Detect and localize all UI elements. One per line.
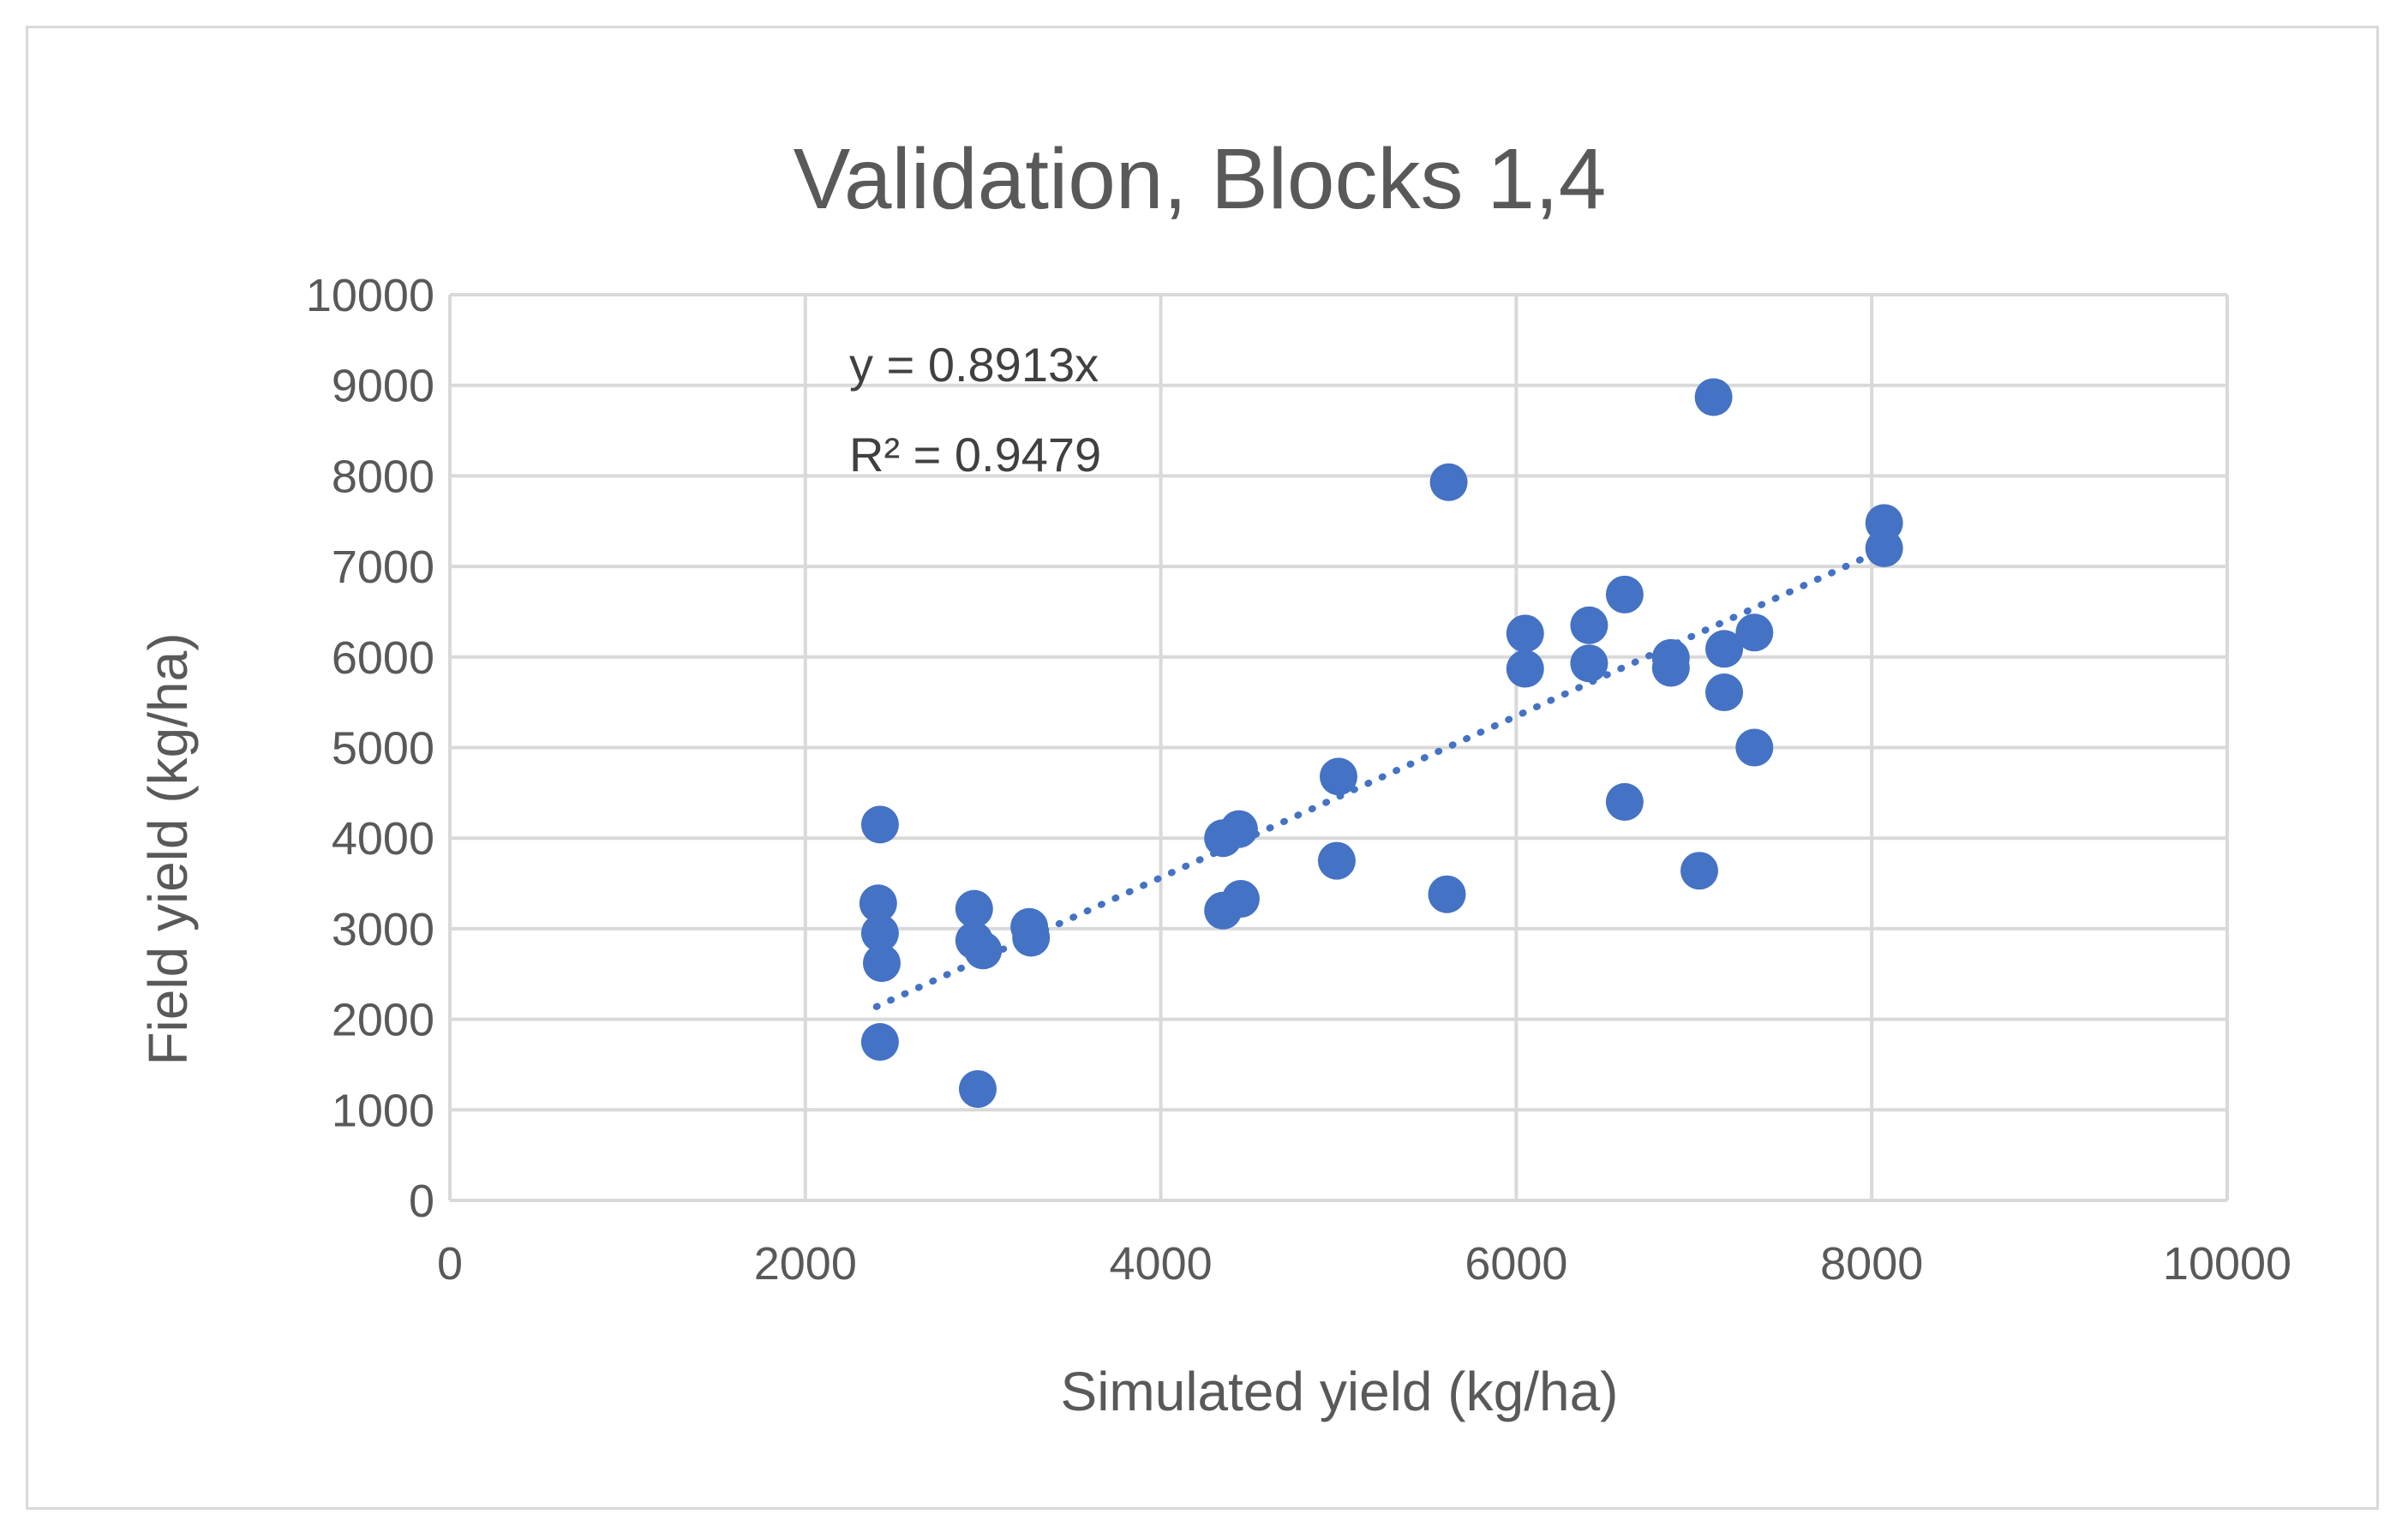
x-tick-label: 6000 [1465, 1238, 1567, 1290]
data-point [1429, 463, 1468, 501]
data-point [860, 914, 899, 953]
trendline-r-squared: R² = 0.9479 [849, 428, 1101, 482]
data-point [1651, 649, 1690, 687]
trendline-equation: y = 0.8913x [849, 338, 1099, 392]
data-points [859, 378, 1903, 1108]
data-point [1219, 810, 1258, 848]
x-tick-label: 4000 [1110, 1238, 1213, 1290]
data-point [1221, 880, 1260, 919]
x-tick-label: 10000 [2163, 1238, 2291, 1290]
y-axis-tick-labels: 0 1000 2000 3000 4000 5000 6000 7000 8000 9000 100… [306, 270, 434, 1227]
y-tick-label: 6000 [332, 632, 434, 684]
data-point [964, 931, 1003, 970]
data-point [1705, 630, 1744, 668]
data-point [1605, 575, 1644, 613]
y-tick-label: 1000 [332, 1085, 434, 1136]
data-point [1570, 606, 1608, 644]
data-point [862, 944, 901, 983]
data-point [1506, 614, 1544, 653]
data-point [1570, 644, 1608, 683]
gridlines [448, 293, 2229, 1202]
data-point [1012, 919, 1051, 957]
data-point [955, 889, 993, 928]
data-point [860, 1023, 899, 1062]
x-axis-tick-labels: 0 2000 4000 6000 8000 10000 [437, 1238, 2291, 1290]
data-point [1320, 757, 1357, 796]
chart-area: Validation, Blocks 1,4 0 1000 2000 3000 4000… [26, 26, 2379, 1510]
y-axis-title: Field yield (kg/ha) [137, 632, 199, 1065]
data-point [1317, 841, 1356, 880]
x-tick-label: 8000 [1820, 1238, 1923, 1290]
y-tick-label: 8000 [332, 451, 434, 502]
x-tick-label: 0 [437, 1238, 463, 1290]
data-point [1865, 529, 1903, 567]
scatter-chart: Validation, Blocks 1,4 0 1000 2000 3000 4000… [137, 131, 2291, 1422]
data-point [1605, 782, 1644, 821]
x-tick-label: 2000 [754, 1238, 857, 1290]
data-point [1694, 378, 1733, 416]
y-tick-label: 9000 [332, 361, 434, 412]
y-tick-label: 0 [409, 1176, 434, 1227]
x-axis-title: Simulated yield (kg/ha) [1061, 1361, 1619, 1422]
chart-title: Validation, Blocks 1,4 [794, 131, 1607, 227]
y-tick-label: 5000 [332, 723, 434, 775]
y-tick-label: 2000 [332, 995, 434, 1046]
data-point [1680, 852, 1719, 890]
y-tick-label: 4000 [332, 813, 434, 865]
y-tick-label: 10000 [306, 270, 434, 321]
y-tick-label: 7000 [332, 542, 434, 593]
y-tick-label: 3000 [332, 904, 434, 955]
data-point [1705, 673, 1744, 712]
data-point [958, 1069, 997, 1108]
data-point [859, 884, 897, 923]
data-point [1428, 875, 1466, 913]
data-point [1506, 649, 1544, 688]
data-point [1735, 728, 1774, 767]
data-point [1735, 613, 1774, 652]
data-point [860, 805, 899, 844]
